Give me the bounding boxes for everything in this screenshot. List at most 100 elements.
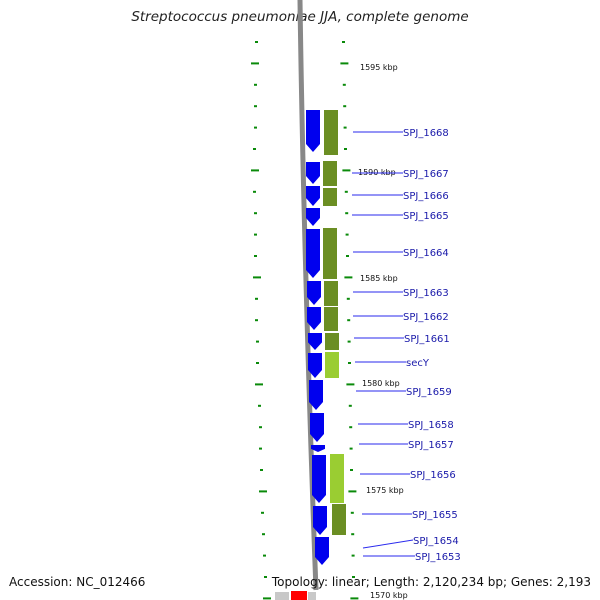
- forward-gene-arrow[interactable]: [315, 537, 329, 565]
- ruler-tick-right: [350, 597, 359, 600]
- ruler-tick-right: [340, 62, 349, 65]
- ruler-tick-right: [346, 255, 349, 257]
- gene-label-spj-1667[interactable]: SPJ_1667: [403, 169, 449, 180]
- ruler-tick-right: [346, 383, 355, 386]
- ruler-tick-left: [254, 105, 257, 108]
- bottom-marker-right: [308, 592, 316, 600]
- forward-gene-arrow[interactable]: [310, 413, 324, 442]
- ruler-tick-right: [352, 576, 355, 578]
- gene-feature-block[interactable]: [323, 228, 337, 279]
- gene-label-secy[interactable]: secY: [406, 358, 430, 369]
- bottom-marker-left: [275, 592, 289, 600]
- gene-label-spj-1659[interactable]: SPJ_1659: [406, 387, 452, 398]
- ruler-label: 1570 kbp: [370, 591, 408, 600]
- ruler-tick-left: [263, 597, 271, 600]
- ruler-tick-right: [343, 105, 347, 108]
- ruler-label: 1575 kbp: [366, 486, 404, 495]
- ruler-tick-right: [346, 297, 350, 300]
- gene-label-spj-1661[interactable]: SPJ_1661: [404, 334, 450, 345]
- gene-label-spj-1656[interactable]: SPJ_1656: [410, 470, 456, 481]
- ruler-tick-right: [347, 340, 351, 343]
- bottom-highlight-marker: [291, 591, 307, 600]
- forward-gene-arrow[interactable]: [306, 186, 320, 206]
- forward-gene-arrow[interactable]: [309, 380, 323, 410]
- forward-gene-arrow[interactable]: [307, 281, 321, 305]
- forward-gene-arrow[interactable]: [308, 333, 322, 350]
- accession-label: Accession: NC_012466: [9, 575, 146, 589]
- ruler-tick-right: [344, 190, 348, 193]
- gene-label-spj-1664[interactable]: SPJ_1664: [403, 248, 449, 259]
- ruler-tick-right: [347, 319, 351, 322]
- ruler-tick-left: [254, 255, 257, 257]
- ruler-tick-left: [253, 190, 256, 193]
- ruler-tick-right: [350, 469, 353, 471]
- ruler-tick-right: [342, 83, 346, 86]
- ruler-tick-left: [253, 276, 261, 279]
- ruler-tick-right: [342, 41, 345, 43]
- gene-label-spj-1653[interactable]: SPJ_1653: [415, 552, 461, 563]
- ruler-tick-left: [251, 169, 259, 172]
- forward-gene-arrow[interactable]: [313, 506, 327, 535]
- gene-feature-block[interactable]: [324, 307, 338, 331]
- gene-label-spj-1658[interactable]: SPJ_1658: [408, 420, 454, 431]
- ruler-tick-right: [344, 148, 347, 150]
- ruler-tick-left: [264, 576, 267, 578]
- ruler-tick-left: [254, 212, 257, 215]
- gene-feature-block[interactable]: [324, 281, 338, 306]
- ruler-tick-right: [350, 511, 354, 514]
- ruler-tick-left: [263, 554, 266, 557]
- gene-feature-block[interactable]: [332, 504, 346, 535]
- ruler-tick-left: [254, 233, 257, 236]
- gene-label-spj-1665[interactable]: SPJ_1665: [403, 211, 449, 222]
- ruler-tick-right: [349, 426, 353, 429]
- gene-feature-block[interactable]: [325, 352, 339, 378]
- gene-feature-block[interactable]: [323, 161, 337, 186]
- forward-gene-arrow[interactable]: [306, 110, 320, 152]
- forward-gene-arrow[interactable]: [311, 445, 325, 452]
- gene-leader-line: [362, 539, 414, 549]
- forward-gene-arrow[interactable]: [312, 455, 326, 503]
- ruler-tick-left: [256, 362, 259, 364]
- topology-label: Topology: linear; Length: 2,120,234 bp; …: [271, 575, 591, 589]
- ruler-tick-left: [259, 447, 262, 450]
- ruler-tick-left: [262, 533, 265, 536]
- ruler-tick-right: [342, 169, 351, 172]
- ruler-tick-left: [254, 126, 257, 129]
- ruler-tick-left: [255, 319, 258, 322]
- ruler-tick-left: [254, 83, 257, 86]
- gene-feature-block[interactable]: [330, 454, 344, 503]
- gene-feature-block[interactable]: [324, 110, 338, 155]
- gene-feature-block[interactable]: [325, 333, 339, 350]
- ruler-label: 1595 kbp: [360, 63, 398, 72]
- forward-gene-arrow[interactable]: [308, 353, 322, 378]
- ruler-tick-right: [348, 362, 351, 364]
- ruler-tick-right: [351, 533, 355, 536]
- ruler-tick-right: [348, 404, 352, 407]
- forward-gene-arrow[interactable]: [306, 229, 320, 278]
- ruler-label: 1585 kbp: [360, 274, 398, 283]
- gene-label-spj-1662[interactable]: SPJ_1662: [403, 312, 449, 323]
- forward-gene-arrow[interactable]: [307, 307, 321, 330]
- gene-label-spj-1654[interactable]: SPJ_1654: [413, 536, 459, 547]
- gene-label-spj-1655[interactable]: SPJ_1655: [412, 510, 458, 521]
- ruler-tick-left: [251, 62, 259, 65]
- ruler-tick-left: [255, 297, 258, 300]
- ruler-tick-left: [260, 469, 263, 471]
- ruler-tick-left: [253, 148, 256, 150]
- sequence-backbone: [297, 0, 319, 591]
- gene-label-spj-1668[interactable]: SPJ_1668: [403, 128, 449, 139]
- gene-label-spj-1666[interactable]: SPJ_1666: [403, 191, 449, 202]
- ruler-tick-right: [345, 233, 349, 236]
- ruler-tick-right: [348, 490, 357, 493]
- ruler-tick-right: [343, 126, 347, 129]
- forward-gene-arrow[interactable]: [306, 162, 320, 184]
- ruler-tick-right: [349, 447, 353, 450]
- gene-label-spj-1663[interactable]: SPJ_1663: [403, 288, 449, 299]
- ruler-tick-left: [256, 340, 259, 343]
- ruler-tick-left: [261, 511, 264, 514]
- ruler-label: 1580 kbp: [362, 379, 400, 388]
- gene-label-spj-1657[interactable]: SPJ_1657: [408, 440, 454, 451]
- gene-feature-block[interactable]: [323, 188, 337, 206]
- forward-gene-arrow[interactable]: [306, 208, 320, 226]
